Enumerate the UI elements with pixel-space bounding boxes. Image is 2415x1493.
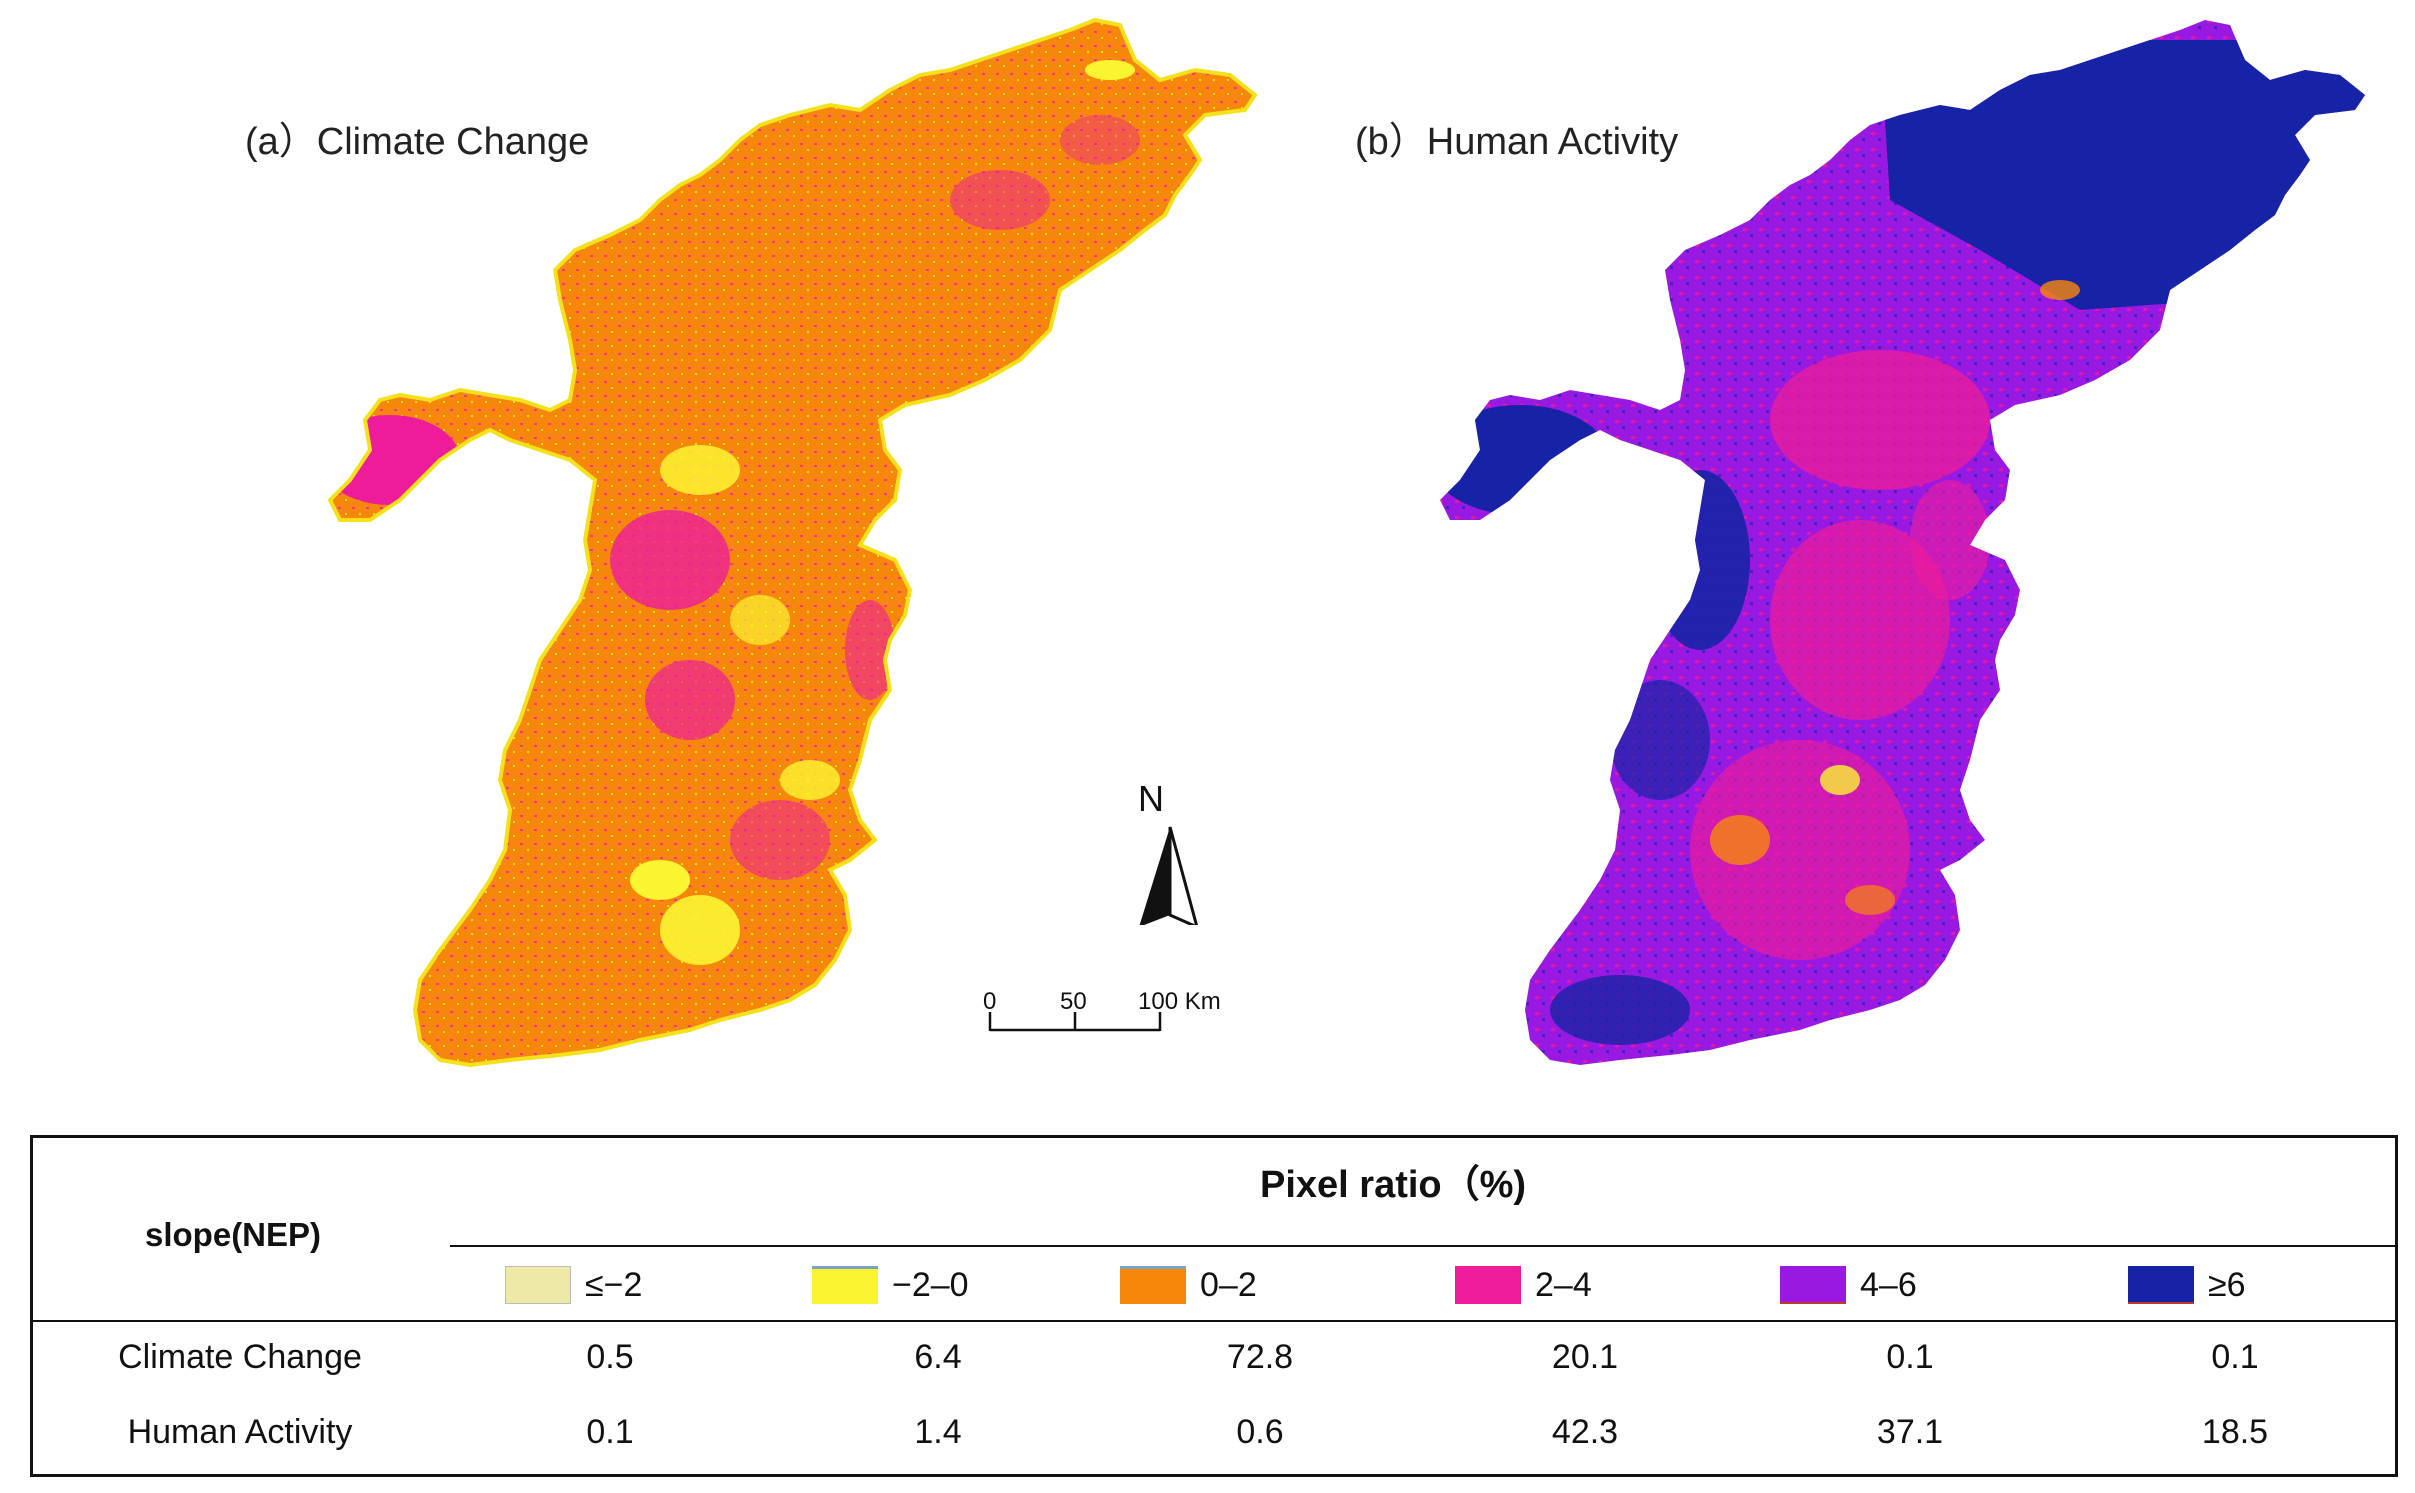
legend-item-2-4: 2–4 (1455, 1265, 1592, 1305)
legend-label: −2–0 (892, 1265, 969, 1304)
cell-climate-2: 6.4 (914, 1338, 962, 1376)
map-panel-climate-change (0, 0, 1300, 1100)
cell-climate-3: 72.8 (1226, 1338, 1294, 1376)
legend-label: 0–2 (1200, 1265, 1257, 1304)
panel-title-b: (b）Human Activity (1355, 121, 1679, 163)
legend-item-ge6: ≥6 (2128, 1265, 2246, 1305)
legend-swatch (1120, 1266, 1186, 1304)
scale-bar (988, 1012, 1162, 1032)
pixel-ratio-table (30, 1135, 2398, 1477)
cell-human-1: 0.1 (586, 1413, 634, 1451)
cell-climate-1: 0.5 (586, 1338, 634, 1376)
climate-change-map (327, 17, 1258, 1068)
panel-title-a: (a）Climate Change (245, 121, 590, 163)
cell-human-2: 1.4 (914, 1413, 962, 1451)
cell-human-4: 42.3 (1551, 1413, 1619, 1451)
cell-climate-5: 0.1 (1886, 1338, 1934, 1376)
map-panel-human-activity (1100, 0, 2415, 1100)
header-underline (450, 1245, 2398, 1247)
cell-human-6: 18.5 (2201, 1413, 2269, 1451)
cell-human-5: 37.1 (1876, 1413, 1944, 1451)
table-header-pixel-ratio: Pixel ratio（%) (1260, 1164, 1527, 1206)
table-header-slope: slope(NEP) (145, 1216, 322, 1253)
legend-label: ≤−2 (585, 1265, 643, 1304)
legend-item-4-6: 4–6 (1780, 1265, 1917, 1305)
body-divider (30, 1320, 2398, 1322)
cell-climate-4: 20.1 (1551, 1338, 1619, 1376)
scale-tick-100: 100 Km (1138, 988, 1221, 1015)
cell-human-3: 0.6 (1236, 1413, 1284, 1451)
north-label: N (1138, 778, 1164, 819)
legend-swatch (505, 1266, 571, 1304)
legend-label: 2–4 (1535, 1265, 1592, 1304)
legend-swatch (1780, 1266, 1846, 1304)
cell-climate-6: 0.1 (2211, 1338, 2259, 1376)
north-arrow-icon (1139, 826, 1199, 925)
legend-item-le-minus2: ≤−2 (505, 1265, 642, 1305)
human-activity-map (1440, 20, 2365, 1065)
legend-swatch (2128, 1266, 2194, 1304)
scale-tick-50: 50 (1060, 988, 1087, 1015)
legend-label: 4–6 (1860, 1265, 1917, 1304)
legend-item-0-2: 0–2 (1120, 1265, 1257, 1305)
legend-item-minus2-0: −2–0 (812, 1265, 969, 1305)
row-label-climate-change: Climate Change (118, 1338, 362, 1376)
legend-label: ≥6 (2208, 1265, 2246, 1304)
legend-swatch (1455, 1266, 1521, 1304)
row-label-human-activity: Human Activity (127, 1413, 353, 1451)
scale-tick-0: 0 (983, 988, 997, 1015)
legend-swatch (812, 1266, 878, 1304)
